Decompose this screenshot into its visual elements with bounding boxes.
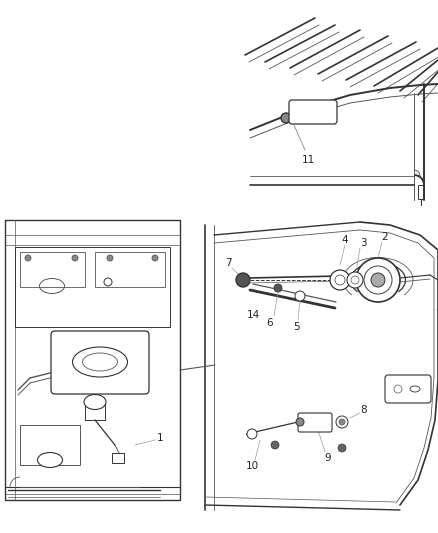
Text: 4: 4 bbox=[342, 235, 348, 245]
Text: 11: 11 bbox=[301, 155, 314, 165]
Text: 6: 6 bbox=[267, 318, 273, 328]
Ellipse shape bbox=[84, 394, 106, 409]
Text: 5: 5 bbox=[294, 322, 300, 332]
FancyBboxPatch shape bbox=[298, 413, 332, 432]
Ellipse shape bbox=[82, 353, 117, 371]
Text: 1: 1 bbox=[157, 433, 163, 443]
Circle shape bbox=[25, 255, 31, 261]
Circle shape bbox=[351, 276, 359, 284]
Circle shape bbox=[338, 444, 346, 452]
Circle shape bbox=[281, 113, 291, 123]
Circle shape bbox=[274, 284, 282, 292]
Bar bbox=[95, 252, 165, 287]
Circle shape bbox=[394, 385, 402, 393]
Circle shape bbox=[296, 418, 304, 426]
Text: 7: 7 bbox=[225, 258, 231, 268]
Text: 10: 10 bbox=[245, 461, 258, 471]
Circle shape bbox=[295, 291, 305, 301]
Bar bbox=[20, 252, 85, 287]
Circle shape bbox=[152, 255, 158, 261]
FancyBboxPatch shape bbox=[289, 100, 337, 124]
Ellipse shape bbox=[73, 347, 127, 377]
Bar bbox=[20, 425, 80, 465]
Text: 3: 3 bbox=[360, 238, 366, 248]
Bar bbox=[418, 185, 424, 199]
Circle shape bbox=[336, 416, 348, 428]
Circle shape bbox=[356, 258, 400, 302]
FancyBboxPatch shape bbox=[51, 331, 149, 394]
Text: 14: 14 bbox=[246, 310, 260, 320]
Circle shape bbox=[330, 270, 350, 290]
Ellipse shape bbox=[38, 453, 63, 467]
Bar bbox=[15, 247, 170, 327]
Circle shape bbox=[347, 272, 363, 288]
Circle shape bbox=[339, 419, 345, 425]
Circle shape bbox=[247, 429, 257, 439]
Circle shape bbox=[236, 273, 250, 287]
Text: 2: 2 bbox=[381, 232, 389, 242]
Text: 9: 9 bbox=[325, 453, 331, 463]
Circle shape bbox=[364, 266, 392, 294]
Circle shape bbox=[271, 441, 279, 449]
Ellipse shape bbox=[410, 386, 420, 392]
Circle shape bbox=[335, 275, 345, 285]
Text: 8: 8 bbox=[360, 405, 367, 415]
Bar bbox=[112, 453, 124, 463]
FancyBboxPatch shape bbox=[385, 375, 431, 403]
Circle shape bbox=[371, 273, 385, 287]
Circle shape bbox=[72, 255, 78, 261]
Circle shape bbox=[107, 255, 113, 261]
